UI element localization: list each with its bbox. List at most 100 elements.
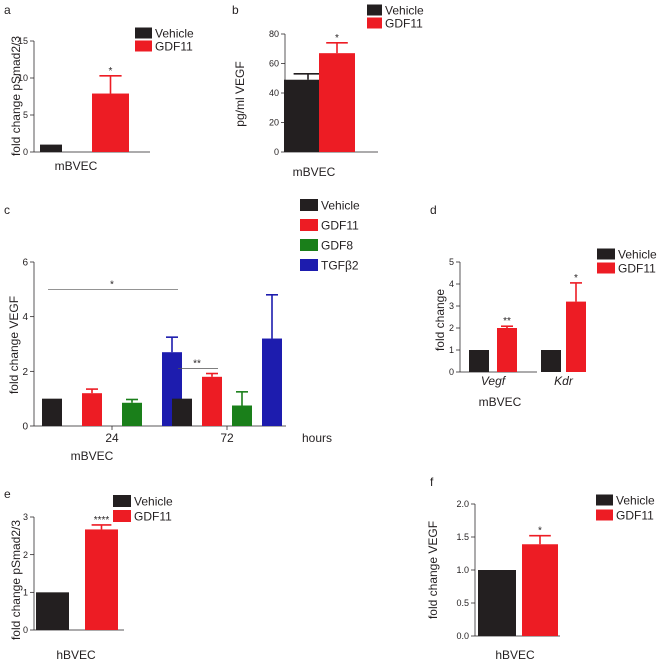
panel-label: b (232, 3, 239, 17)
panel-label: c (4, 203, 10, 217)
y-axis-label: fold change pSmad2/3 (9, 36, 23, 156)
y-tick-label: 4 (449, 279, 454, 289)
legend-label: GDF8 (321, 238, 353, 252)
legend-swatch-vehicle (135, 27, 152, 39)
legend-swatch-gdf8 (300, 239, 318, 251)
bar-gdf11-1 (85, 529, 118, 630)
category-label: 24 (105, 431, 119, 445)
y-tick-label: 3 (23, 512, 28, 522)
bar-gdf11-1-1 (566, 301, 586, 372)
x-axis-label: hBVEC (56, 648, 96, 661)
bar-gdf11-0-1 (497, 328, 517, 372)
legend-swatch-gdf11 (113, 510, 131, 522)
y-tick-label: 1 (23, 587, 28, 597)
legend-swatch-vehicle (597, 248, 615, 260)
y-tick-label: 1.5 (456, 532, 469, 542)
y-tick-label: 0 (22, 422, 28, 433)
legend-swatch-vehicle (300, 199, 318, 211)
legend-label: Vehicle (155, 26, 194, 40)
legend-label: GDF11 (616, 508, 654, 522)
significance-label: ** (503, 316, 511, 327)
category-label: Kdr (554, 374, 574, 388)
bar-vehicle-0 (40, 144, 62, 152)
x-axis-label: hBVEC (495, 648, 535, 661)
legend-swatch-tgfβ2 (300, 259, 318, 271)
legend-label: Vehicle (618, 247, 657, 261)
bar-gdf11-0-1 (82, 393, 102, 426)
legend-swatch-gdf11 (135, 40, 152, 52)
legend-swatch-gdf11 (300, 219, 318, 231)
legend-swatch-gdf11 (367, 17, 382, 29)
y-tick-label: 2.0 (456, 499, 469, 509)
x-axis-label: mBVEC (293, 165, 336, 179)
bar-gdf11-1 (319, 53, 355, 152)
y-tick-label: 60 (269, 59, 279, 69)
y-tick-label: 10 (18, 73, 28, 83)
legend-label: Vehicle (385, 3, 424, 17)
bar-gdf11-1 (92, 93, 129, 152)
y-tick-label: 5 (23, 110, 28, 120)
y-tick-label: 0 (449, 367, 454, 377)
bar-gdf11-1 (522, 544, 558, 636)
y-axis-label: fold change (433, 289, 447, 351)
panel-f: f 0.0 0.5 1.0 1.5 2.0 fold change VEGF hBVEC Veh… (426, 475, 655, 661)
y-tick-label: 0.0 (456, 631, 469, 641)
significance-label: * (538, 526, 542, 537)
significance-label: ** (193, 359, 201, 370)
y-axis-label: fold change VEGF (426, 521, 440, 619)
x-axis-label: mBVEC (55, 159, 98, 173)
y-tick-label: 6 (22, 258, 28, 269)
legend-label: GDF11 (385, 16, 423, 30)
y-tick-label: 5 (449, 257, 454, 267)
y-tick-label: 2 (23, 550, 28, 560)
legend-label: GDF11 (155, 39, 193, 53)
panel-label: d (430, 203, 437, 217)
bar-gdf8-1-2 (232, 405, 252, 426)
legend-swatch-vehicle (367, 4, 382, 16)
panel-label: a (4, 3, 11, 17)
x-unit-label: hours (302, 431, 332, 445)
y-axis-label: fold change VEGF (7, 296, 21, 394)
legend-label: Vehicle (134, 494, 173, 508)
bar-tgfβ2-1-3 (262, 338, 282, 426)
category-label: 72 (220, 431, 234, 445)
legend-label: GDF11 (618, 261, 656, 275)
legend-swatch-vehicle (596, 494, 613, 506)
y-tick-label: 0 (23, 147, 28, 157)
bar-vehicle-0-0 (42, 398, 62, 426)
legend-label: GDF11 (321, 218, 359, 232)
panel-label: e (4, 487, 11, 501)
y-tick-label: 20 (269, 118, 279, 128)
y-tick-label: 0.5 (456, 598, 469, 608)
bar-gdf11-1-1 (202, 376, 222, 426)
significance-label: * (574, 273, 578, 284)
legend-swatch-gdf11 (596, 509, 613, 521)
y-tick-label: 80 (269, 29, 279, 39)
y-tick-label: 2 (22, 367, 28, 378)
significance-label: * (335, 33, 339, 44)
x-axis-label: mBVEC (479, 395, 522, 409)
legend-label: Vehicle (616, 493, 655, 507)
legend-swatch-gdf11 (597, 262, 615, 274)
bar-vehicle-0 (478, 570, 516, 636)
y-tick-label: 0 (274, 147, 279, 157)
panel-label: f (430, 475, 434, 489)
y-tick-label: 4 (22, 312, 28, 323)
bar-gdf8-0-2 (122, 402, 142, 426)
y-tick-label: 0 (23, 625, 28, 635)
legend-label: Vehicle (321, 198, 360, 212)
bar-vehicle-0-0 (469, 350, 489, 372)
bar-vehicle-1-0 (172, 398, 192, 426)
legend-swatch-vehicle (113, 495, 131, 507)
legend-label: GDF11 (134, 509, 172, 523)
y-axis-label: pg/ml VEGF (233, 61, 247, 126)
category-label: Vegf (481, 374, 507, 388)
y-axis-label: fold change pSmad2/3 (9, 520, 23, 640)
